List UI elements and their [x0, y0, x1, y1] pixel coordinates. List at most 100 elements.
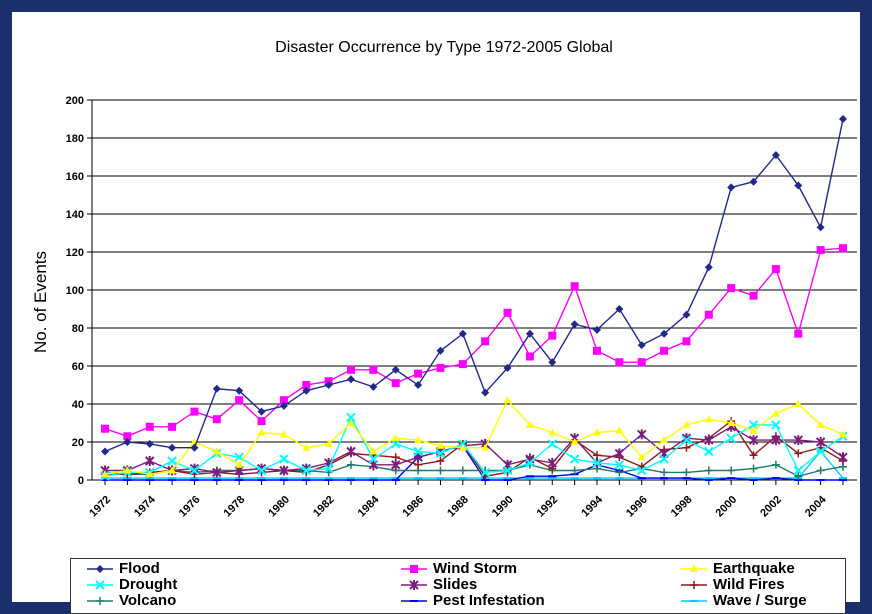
series-line-flood — [104, 118, 844, 453]
data-point-earthquake — [570, 438, 579, 445]
data-point-flood — [145, 439, 154, 448]
data-point-flood — [369, 382, 378, 391]
legend-swatch-marker — [410, 565, 418, 573]
data-point-slides — [189, 463, 200, 474]
series-slides — [100, 421, 848, 478]
data-point-wind-storm — [257, 417, 266, 426]
data-point-earthquake — [660, 436, 669, 444]
x-tick-label: 2000 — [714, 494, 740, 520]
data-point-wind-storm — [302, 381, 311, 389]
series-line-earthquake — [104, 398, 844, 476]
data-point-earthquake — [212, 447, 221, 455]
data-point-earthquake — [347, 419, 355, 426]
data-point-wind-storm — [190, 407, 199, 416]
data-point-drought — [592, 458, 602, 468]
data-point-earthquake — [593, 428, 601, 436]
data-point-earthquake — [771, 409, 780, 417]
x-tick-label: 2004 — [803, 493, 829, 519]
data-point-volcano — [727, 466, 736, 475]
data-point-slides — [614, 448, 625, 459]
data-point-volcano — [458, 466, 467, 475]
x-tick-label: 1984 — [356, 493, 382, 519]
data-point-earthquake — [369, 447, 378, 455]
data-point-flood — [682, 310, 691, 319]
data-point-flood — [168, 443, 177, 452]
data-point-slides — [145, 456, 155, 466]
data-point-flood — [660, 329, 669, 338]
data-point-earthquake — [391, 434, 400, 442]
data-point-flood — [279, 401, 288, 410]
series-line-wave-surge — [105, 450, 844, 479]
data-point-drought — [368, 454, 379, 464]
data-point-flood — [704, 263, 713, 272]
x-tick-label: 1998 — [669, 494, 695, 520]
data-point-drought — [659, 454, 669, 464]
data-point-flood — [548, 358, 557, 367]
y-tick-label: 120 — [66, 247, 84, 259]
legend-swatch — [681, 581, 707, 589]
data-point-drought — [480, 467, 490, 478]
data-point-volcano — [794, 472, 803, 481]
data-point-drought — [167, 456, 177, 466]
data-point-slides — [815, 437, 826, 447]
data-point-wind-storm — [704, 310, 713, 319]
data-point-drought — [547, 439, 557, 449]
data-point-earthquake — [101, 470, 109, 478]
data-point-drought — [569, 454, 580, 464]
legend-swatch — [681, 600, 707, 602]
data-point-flood — [212, 384, 221, 393]
data-point-slides — [547, 457, 557, 468]
legend-label: Wave / Surge — [713, 592, 807, 609]
y-tick-labels: 0 20 40 60 80 100 120 140 160 180 200 — [66, 95, 84, 487]
data-point-earthquake — [168, 466, 177, 474]
series-flood — [101, 115, 847, 456]
data-point-slides — [256, 463, 267, 474]
data-point-flood — [414, 381, 423, 389]
data-point-drought — [435, 448, 446, 459]
data-point-slides — [637, 429, 647, 440]
data-point-flood — [727, 183, 736, 192]
x-tick-label: 1972 — [87, 494, 113, 520]
x-tick-label: 1976 — [177, 494, 203, 520]
data-point-drought — [391, 439, 401, 449]
data-point-drought — [189, 465, 200, 476]
data-point-wind-storm — [771, 265, 780, 274]
legend-label: Earthquake — [713, 560, 795, 577]
data-point-flood — [458, 329, 467, 338]
data-point-drought — [525, 458, 535, 468]
y-axis-label: No. of Events — [31, 251, 50, 353]
data-point-slides — [793, 435, 803, 446]
data-point-earthquake — [615, 426, 624, 434]
data-point-slides — [279, 465, 289, 476]
legend-swatch-marker — [95, 580, 105, 590]
data-point-wind-storm — [414, 369, 423, 378]
data-point-flood — [570, 320, 579, 329]
data-point-wind-storm — [123, 432, 132, 441]
data-point-wind-storm — [481, 337, 490, 346]
data-point-flood — [615, 305, 624, 313]
series-line-volcano — [104, 464, 844, 477]
data-point-slides — [212, 467, 222, 478]
data-point-earthquake — [839, 430, 847, 438]
data-point-earthquake — [324, 439, 333, 447]
data-point-flood — [101, 447, 109, 456]
data-point-wild-fires — [436, 457, 445, 465]
legend-swatch-marker — [96, 565, 104, 573]
series-line-pest-infestation — [105, 444, 843, 481]
data-point-earthquake — [525, 420, 534, 428]
data-point-wind-storm — [145, 422, 154, 431]
data-point-flood — [123, 438, 132, 446]
data-point-wind-storm — [660, 346, 669, 355]
data-point-slides — [748, 435, 759, 446]
series-earthquake — [101, 396, 847, 478]
data-point-wind-storm — [436, 363, 445, 372]
y-tick-label: 140 — [66, 209, 84, 221]
data-point-flood — [637, 341, 646, 350]
data-point-drought — [815, 446, 826, 457]
data-point-wind-storm — [212, 415, 221, 424]
x-tick-label: 1992 — [535, 494, 561, 520]
data-point-flood — [436, 346, 445, 355]
y-tick-label: 20 — [72, 437, 84, 449]
legend-swatch — [401, 565, 427, 573]
data-point-volcano — [771, 460, 780, 469]
